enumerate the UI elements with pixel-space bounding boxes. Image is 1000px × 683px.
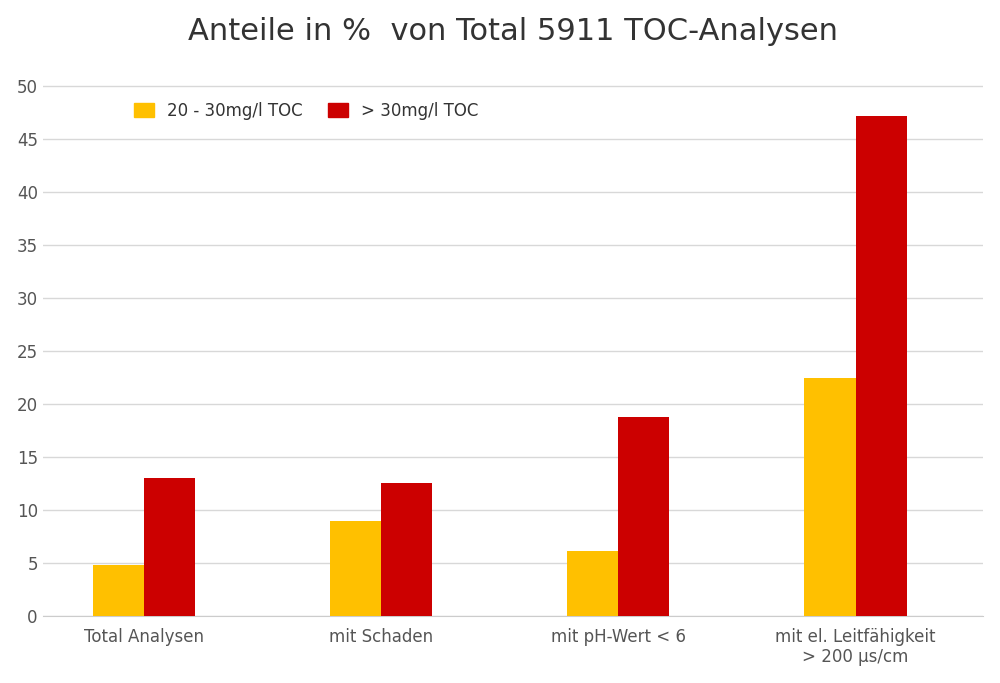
Bar	[330, 521, 381, 617]
Bar	[856, 115, 907, 617]
Title: Anteile in %  von Total 5911 TOC-Analysen: Anteile in % von Total 5911 TOC-Analysen	[188, 16, 838, 46]
Bar	[618, 417, 669, 617]
Legend: 20 - 30mg/l TOC, > 30mg/l TOC: 20 - 30mg/l TOC, > 30mg/l TOC	[127, 95, 485, 126]
Bar	[567, 550, 618, 617]
Bar	[93, 566, 144, 617]
Bar	[381, 483, 432, 617]
Bar	[804, 378, 856, 617]
Bar	[144, 479, 195, 617]
